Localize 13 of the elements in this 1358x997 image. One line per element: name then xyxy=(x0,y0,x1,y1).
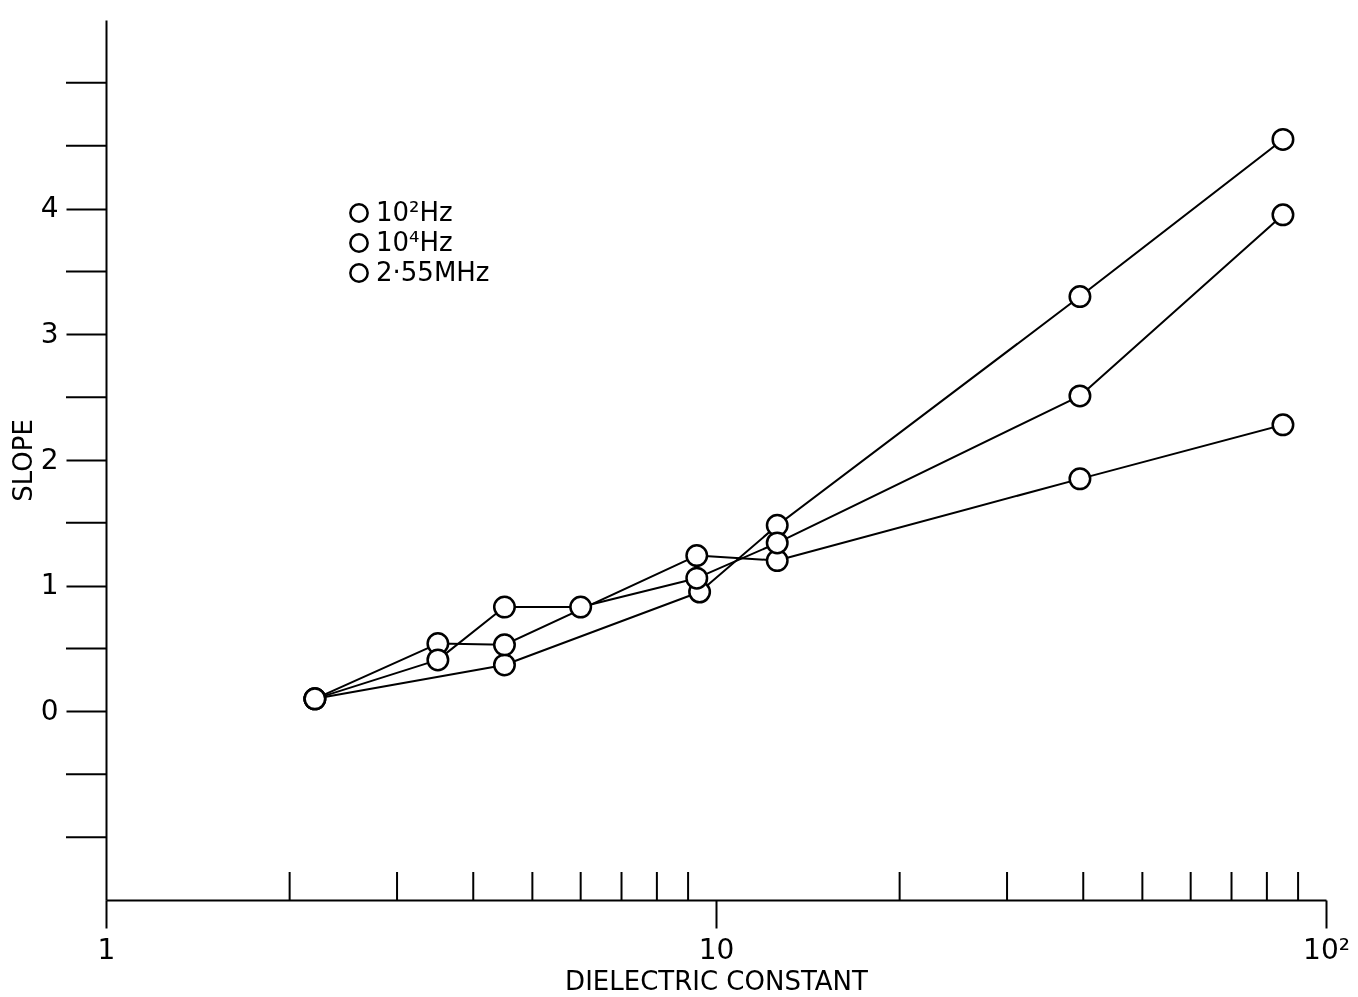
x-tick-label: 1 xyxy=(97,932,116,966)
y-tick-label: 3 xyxy=(40,316,59,350)
legend-label: 10²Hz xyxy=(376,197,453,227)
y-tick-label: 0 xyxy=(40,693,59,727)
y-tick-label: 1 xyxy=(40,568,59,602)
x-axis-title: DIELECTRIC CONSTANT xyxy=(565,965,868,996)
legend-label: 10⁴Hz xyxy=(376,227,453,257)
y-axis-title: SLOPE xyxy=(7,419,38,502)
x-tick-label: 10² xyxy=(1303,932,1350,966)
y-tick-label: 2 xyxy=(40,442,59,476)
y-tick-label: 4 xyxy=(40,191,59,225)
x-tick-label: 10 xyxy=(698,932,735,966)
legend-label: 2·55MHz xyxy=(376,257,490,287)
